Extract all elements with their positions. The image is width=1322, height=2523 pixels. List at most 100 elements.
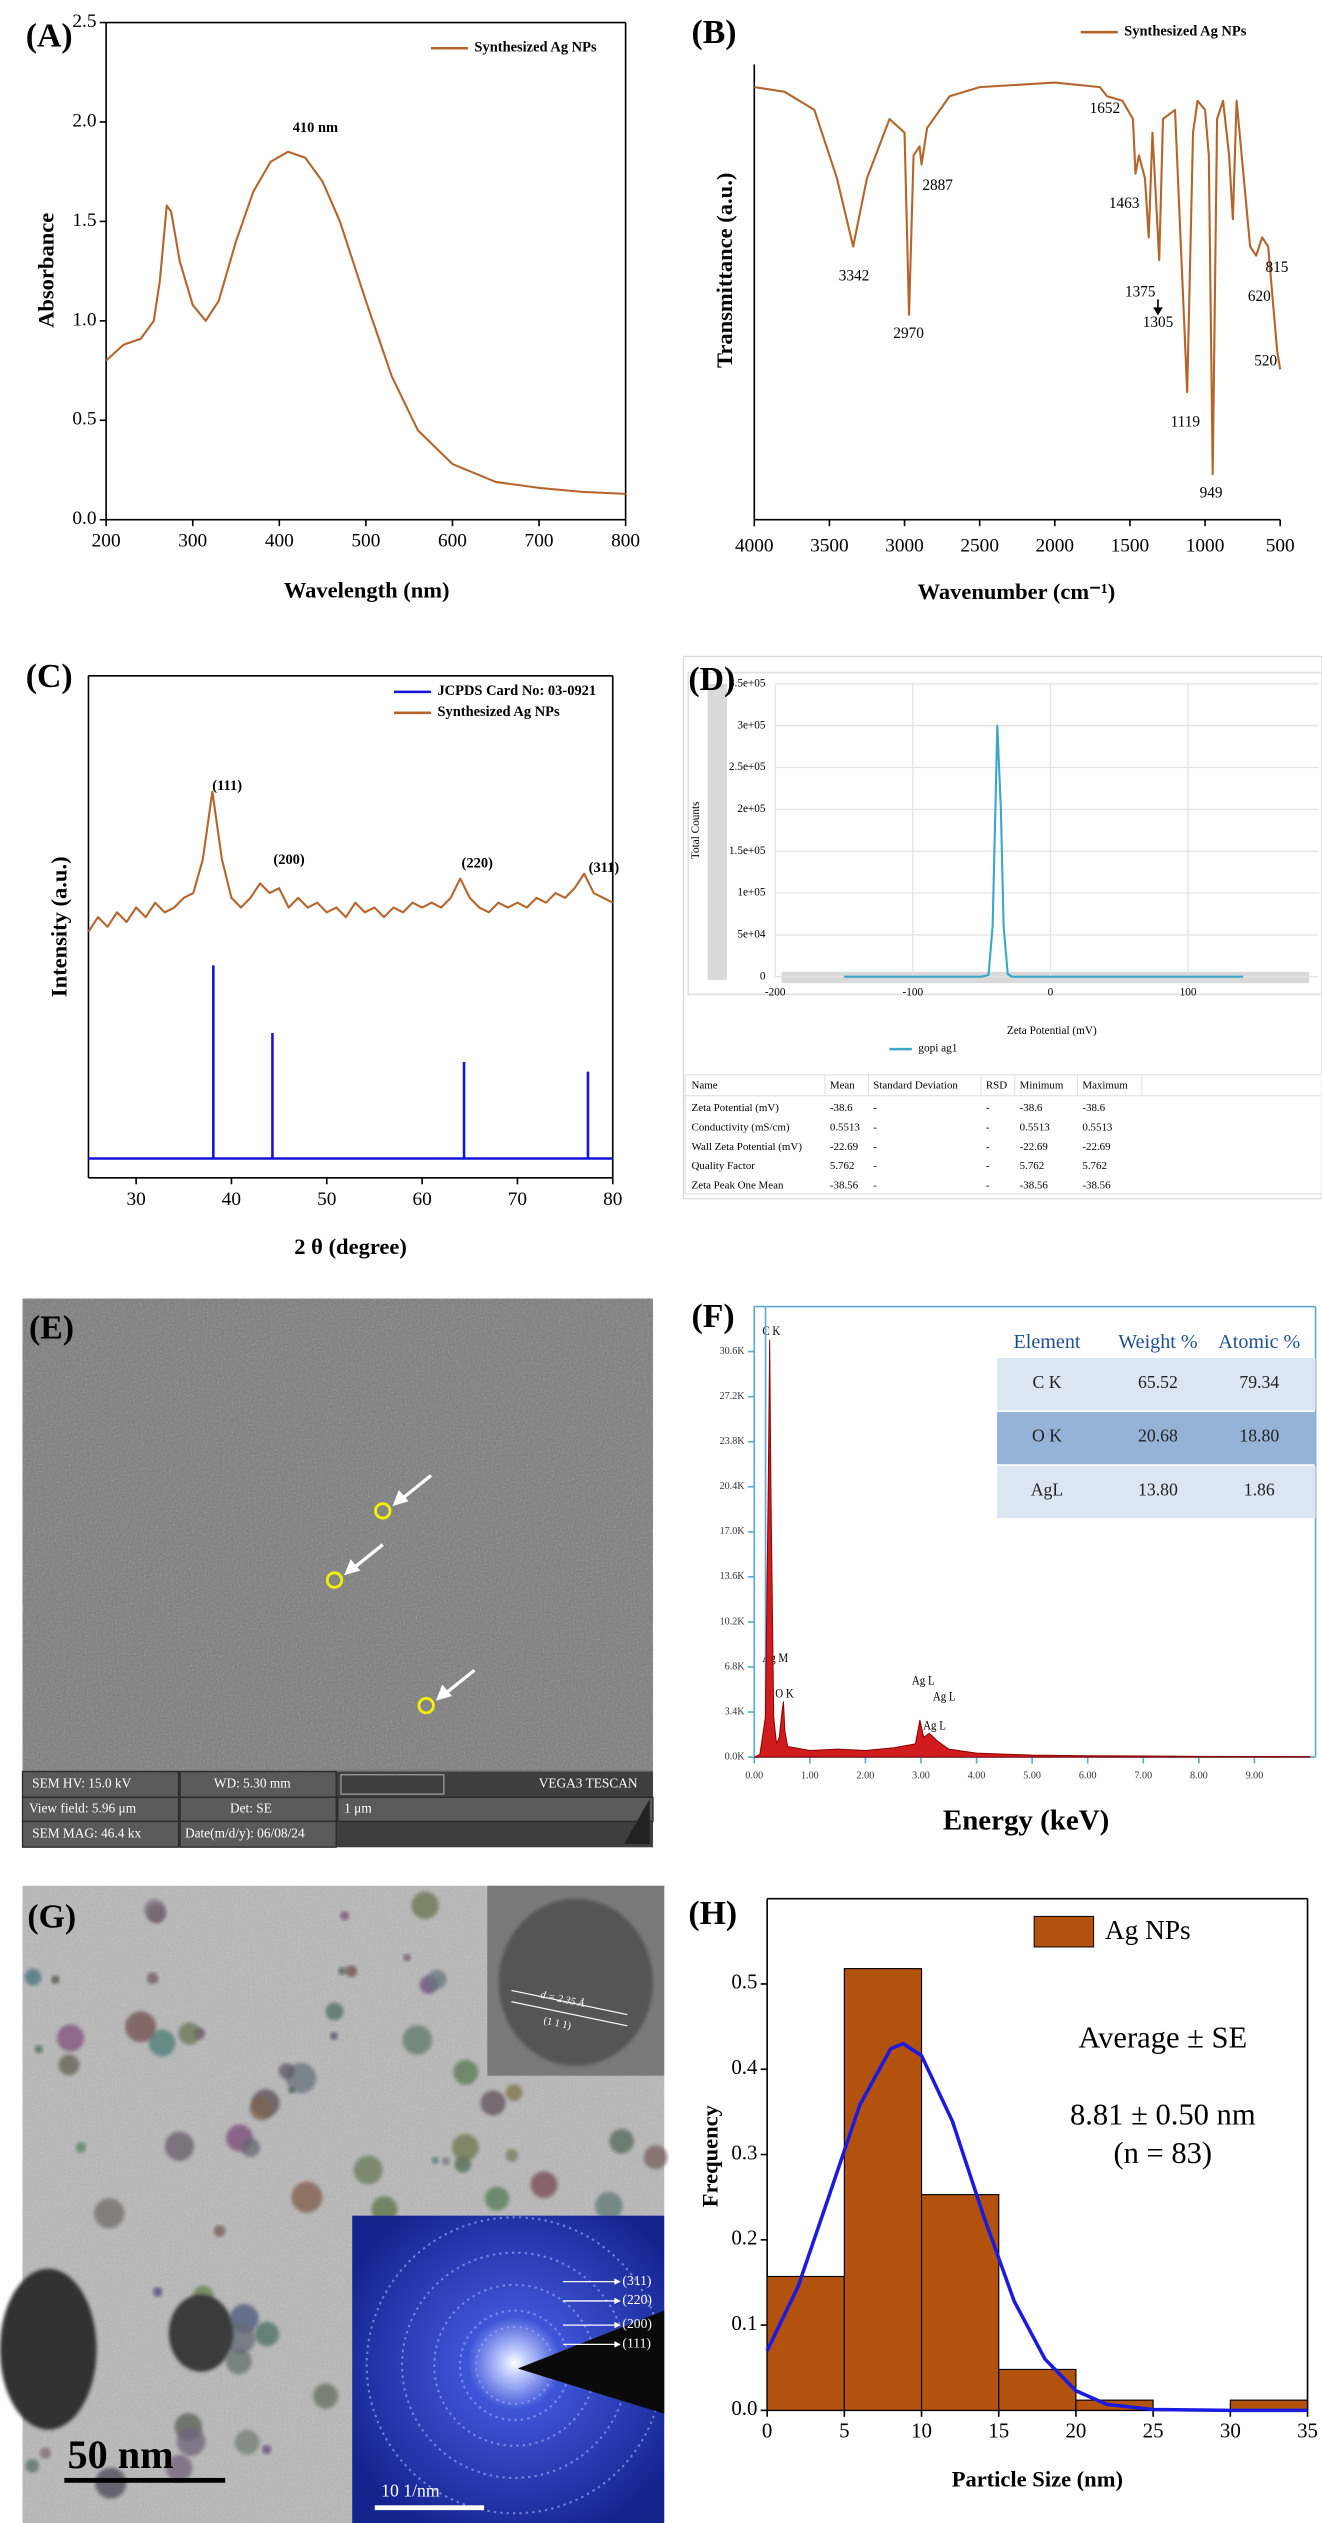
hrtem-particle xyxy=(498,1898,653,2067)
legend-label: JCPDS Card No: 03-0921 xyxy=(437,683,596,699)
beam-stopper xyxy=(517,2310,665,2414)
table-header: Weight % xyxy=(1118,1331,1198,1353)
data-line xyxy=(843,724,1244,978)
tem-particle xyxy=(325,2002,344,2021)
sem-info: Det: SE xyxy=(230,1800,272,1815)
tem-particle xyxy=(484,2186,510,2211)
annotation: Ag L xyxy=(923,1718,946,1733)
ring-label: (220) xyxy=(622,2292,652,2308)
y-tick-label: 10.2K xyxy=(720,1616,746,1627)
spectrum xyxy=(754,1339,1311,1758)
table-header: Maximum xyxy=(1082,1080,1128,1092)
table-row xyxy=(997,1411,1316,1465)
legend-label: Synthesized Ag NPs xyxy=(474,40,597,56)
x-axis-label: Wavenumber (cm⁻¹) xyxy=(918,579,1116,604)
tem-particle xyxy=(353,2155,383,2185)
y-tick-label: 0.2 xyxy=(731,2226,757,2250)
peak-label: 520 xyxy=(1254,353,1277,370)
table-cell: Quality Factor xyxy=(692,1160,756,1172)
sem-texture xyxy=(22,1298,653,1770)
x-tick-label: 0 xyxy=(762,2419,772,2443)
tem-particle xyxy=(345,1965,358,1978)
annotation: (311) xyxy=(589,860,620,876)
tem-scale-label: 50 nm xyxy=(68,2432,174,2477)
y-tick-label: 1.0 xyxy=(72,309,96,330)
x-tick-label: 3.00 xyxy=(912,1771,930,1782)
legend-label: Synthesized Ag NPs xyxy=(1124,24,1247,40)
table-header: Mean xyxy=(830,1080,855,1092)
table-cell: - xyxy=(873,1179,877,1191)
y-axis-label: Intensity (a.u.) xyxy=(46,856,71,997)
tem-particle xyxy=(94,2198,125,2229)
ring-pointer-head xyxy=(614,2341,621,2348)
y-tick-label: 23.8K xyxy=(720,1436,746,1447)
y-tick-label: 3e+05 xyxy=(737,719,766,731)
table-cell: 20.68 xyxy=(1138,1426,1178,1446)
tem-particle xyxy=(340,1911,350,1921)
x-tick-label: 9.00 xyxy=(1246,1771,1264,1782)
sem-info-cell xyxy=(179,1796,337,1823)
table-cell: 1.86 xyxy=(1244,1480,1275,1500)
x-tick-label: 200 xyxy=(92,531,121,552)
marker-circle xyxy=(417,1696,435,1715)
y-tick-label: 1e+05 xyxy=(737,887,766,899)
table-cell: O K xyxy=(1032,1426,1062,1446)
sem-logo xyxy=(624,1798,650,1844)
x-tick-label: 0 xyxy=(1048,986,1054,998)
panel-label: (A) xyxy=(26,17,73,54)
tem-particle xyxy=(176,2427,206,2456)
y-tick-label: 3.5e+05 xyxy=(729,677,766,689)
x-axis-label: Zeta Potential (mV) xyxy=(1007,1025,1097,1037)
ring-label: (200) xyxy=(622,2316,652,2332)
table-cell: - xyxy=(873,1102,877,1114)
tem-particle xyxy=(75,2142,87,2153)
tem-particle xyxy=(278,2063,295,2080)
table-cell: -38.56 xyxy=(1020,1179,1049,1191)
y-tick-label: 13.6K xyxy=(720,1571,746,1582)
y-tick-label: 1.5 xyxy=(72,210,96,231)
tem-particle xyxy=(427,1969,447,1989)
x-tick-label: 400 xyxy=(265,531,294,552)
tem-particle xyxy=(144,1899,166,1921)
y-tick-label: 0.5 xyxy=(731,1970,757,1994)
table-cell: - xyxy=(873,1141,877,1153)
x-tick-label: 30 xyxy=(126,1189,145,1210)
table-cell: 5.762 xyxy=(1020,1160,1045,1172)
annotation: Ag L xyxy=(912,1673,935,1688)
x-axis-label: Energy (keV) xyxy=(943,1805,1109,1837)
tem-large-particle xyxy=(0,2268,97,2430)
marker-circle xyxy=(325,1571,344,1589)
table-cell: - xyxy=(873,1121,877,1133)
peak-label: 949 xyxy=(1200,484,1223,501)
x-tick-label: 70 xyxy=(508,1189,527,1210)
y-tick-label: 5e+04 xyxy=(737,928,766,940)
x-tick-label: 80 xyxy=(603,1189,622,1210)
x-tick-label: 3500 xyxy=(810,535,849,556)
data-line xyxy=(754,81,1282,476)
tem-large-particle xyxy=(168,2294,234,2372)
tem-particle xyxy=(95,2467,127,2499)
peak-label: 1463 xyxy=(1109,195,1140,212)
sem-info: SEM MAG: 46.4 kx xyxy=(32,1825,141,1840)
table-header: Atomic % xyxy=(1218,1331,1300,1353)
tem-particle xyxy=(249,2096,274,2121)
y-tick-label: 0.3 xyxy=(731,2140,757,2164)
table-cell: 0.5513 xyxy=(1082,1121,1113,1133)
x-tick-label: -200 xyxy=(765,986,786,998)
table-cell: -22.69 xyxy=(1020,1141,1049,1153)
table-header: Minimum xyxy=(1020,1080,1064,1092)
table-cell: 13.80 xyxy=(1138,1480,1178,1500)
x-axis-label: 2 θ (degree) xyxy=(294,1234,407,1259)
sem-info: View field: 5.96 μm xyxy=(29,1800,137,1815)
tem-particle xyxy=(254,2321,280,2347)
sem-info: VEGA3 TESCAN xyxy=(539,1776,638,1791)
legend-label: Synthesized Ag NPs xyxy=(437,704,560,720)
table-cell: 0.5513 xyxy=(1020,1121,1051,1133)
table-cell: -38.6 xyxy=(1082,1102,1105,1114)
peak-label: 2887 xyxy=(922,177,953,194)
ring-pointer-head xyxy=(614,2321,621,2329)
x-tick-label: 2500 xyxy=(960,535,999,556)
annotation: (220) xyxy=(462,855,494,871)
x-tick-label: 25 xyxy=(1143,2419,1164,2443)
